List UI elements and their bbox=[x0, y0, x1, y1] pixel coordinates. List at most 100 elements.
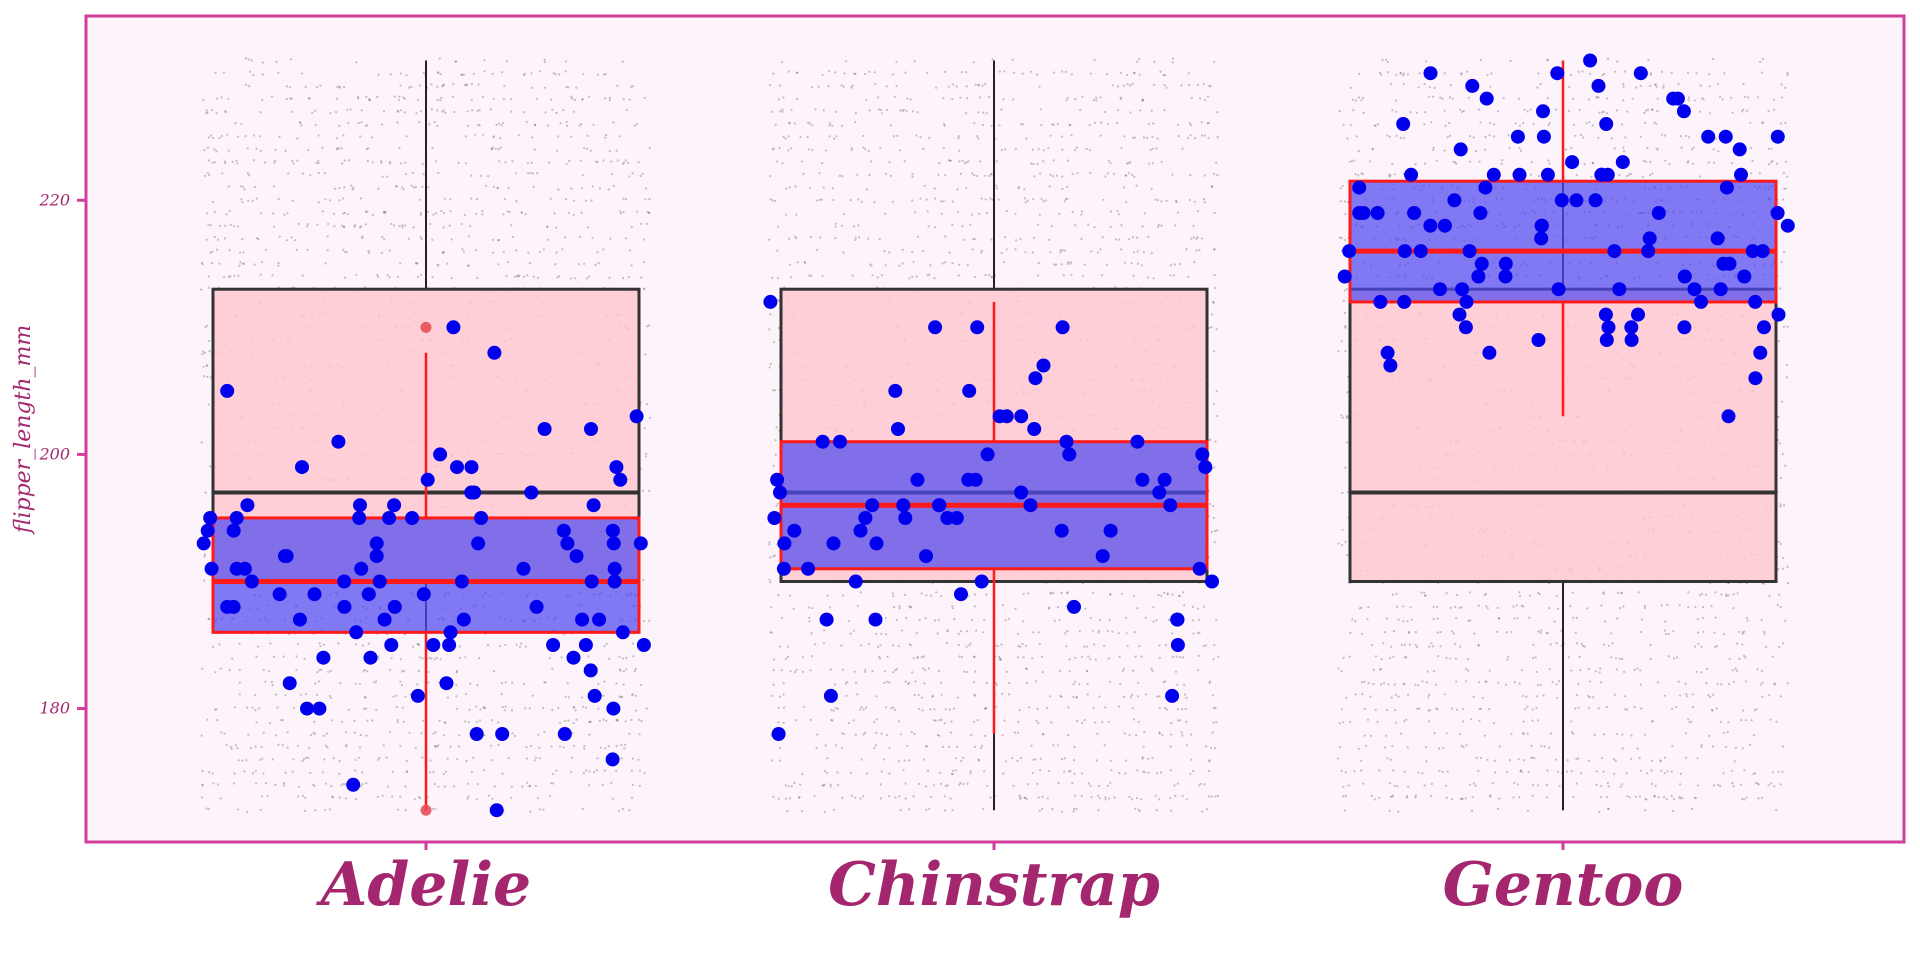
background-point bbox=[831, 124, 834, 127]
background-point bbox=[982, 807, 985, 811]
background-point bbox=[1211, 731, 1214, 734]
background-point bbox=[1030, 162, 1033, 165]
background-point bbox=[282, 655, 285, 658]
background-point bbox=[207, 136, 210, 139]
background-point bbox=[998, 658, 1002, 661]
background-point bbox=[211, 137, 215, 140]
background-point bbox=[1118, 705, 1121, 708]
background-point bbox=[321, 146, 324, 149]
background-point bbox=[274, 734, 277, 737]
background-point bbox=[854, 238, 857, 241]
background-point bbox=[535, 97, 538, 100]
background-point bbox=[619, 210, 622, 213]
background-point bbox=[275, 60, 278, 63]
background-point bbox=[1521, 732, 1525, 735]
background-point bbox=[889, 174, 893, 177]
background-point bbox=[292, 707, 296, 710]
background-point bbox=[428, 656, 431, 659]
background-point bbox=[1465, 744, 1468, 747]
background-point bbox=[1064, 198, 1067, 201]
background-point bbox=[1672, 630, 1675, 633]
background-point bbox=[850, 147, 853, 150]
background-point bbox=[961, 225, 964, 228]
background-point bbox=[962, 238, 965, 241]
background-point bbox=[262, 668, 265, 672]
background-point bbox=[996, 187, 999, 190]
background-point bbox=[637, 758, 640, 761]
background-point bbox=[566, 682, 569, 685]
background-point bbox=[880, 770, 883, 773]
background-point bbox=[436, 85, 439, 88]
background-point bbox=[1467, 658, 1470, 661]
background-point bbox=[898, 795, 901, 798]
background-point bbox=[941, 745, 945, 749]
background-point bbox=[225, 743, 228, 747]
background-point bbox=[621, 60, 624, 63]
background-point bbox=[874, 82, 877, 85]
background-point bbox=[898, 149, 901, 152]
background-point bbox=[206, 324, 209, 327]
background-point bbox=[531, 136, 534, 139]
background-point bbox=[1147, 123, 1150, 126]
background-point bbox=[1093, 226, 1096, 229]
background-point bbox=[1081, 721, 1084, 725]
background-point bbox=[218, 262, 221, 265]
background-point bbox=[1435, 683, 1438, 686]
background-point bbox=[631, 172, 634, 175]
background-point bbox=[788, 797, 792, 800]
background-point bbox=[621, 162, 625, 165]
background-point bbox=[1146, 276, 1149, 279]
background-point bbox=[1170, 809, 1173, 812]
background-point bbox=[837, 784, 840, 787]
background-point bbox=[501, 772, 504, 775]
background-point bbox=[527, 251, 530, 254]
background-point bbox=[200, 288, 203, 291]
background-point bbox=[533, 759, 536, 762]
background-point bbox=[467, 795, 470, 798]
background-point bbox=[533, 148, 536, 151]
background-point bbox=[977, 83, 980, 86]
background-point bbox=[643, 771, 646, 775]
background-point bbox=[773, 389, 777, 392]
background-point bbox=[1704, 593, 1708, 596]
background-point bbox=[272, 225, 276, 228]
background-point bbox=[1183, 604, 1186, 607]
background-point bbox=[597, 707, 600, 710]
background-point bbox=[377, 655, 380, 658]
background-point bbox=[1050, 225, 1053, 228]
background-point bbox=[1213, 60, 1216, 63]
background-point bbox=[1099, 248, 1102, 251]
background-point bbox=[223, 276, 226, 279]
background-point bbox=[413, 798, 416, 801]
background-point bbox=[529, 810, 532, 813]
background-point bbox=[587, 275, 591, 278]
background-point bbox=[583, 745, 586, 748]
background-point bbox=[891, 200, 895, 203]
background-point bbox=[771, 110, 774, 113]
background-point bbox=[467, 264, 470, 267]
background-point bbox=[1155, 619, 1158, 622]
background-point bbox=[1641, 175, 1644, 178]
background-point bbox=[261, 61, 264, 64]
background-point bbox=[1024, 251, 1027, 254]
background-point bbox=[906, 97, 909, 100]
background-point bbox=[250, 746, 253, 750]
background-point bbox=[1380, 683, 1383, 686]
background-point bbox=[612, 121, 615, 124]
background-point bbox=[1075, 696, 1078, 699]
background-point bbox=[1155, 147, 1158, 150]
background-point bbox=[323, 758, 326, 761]
background-point bbox=[463, 213, 466, 216]
background-point bbox=[1737, 630, 1741, 634]
background-point bbox=[933, 619, 937, 622]
background-point bbox=[840, 644, 843, 647]
background-point bbox=[381, 123, 384, 126]
background-point bbox=[958, 149, 961, 152]
background-point bbox=[1556, 607, 1560, 611]
background-point bbox=[1072, 759, 1076, 762]
background-point bbox=[622, 670, 626, 673]
background-point bbox=[1066, 592, 1069, 595]
background-point bbox=[1031, 771, 1034, 775]
background-point bbox=[523, 72, 526, 75]
background-point bbox=[768, 578, 771, 581]
